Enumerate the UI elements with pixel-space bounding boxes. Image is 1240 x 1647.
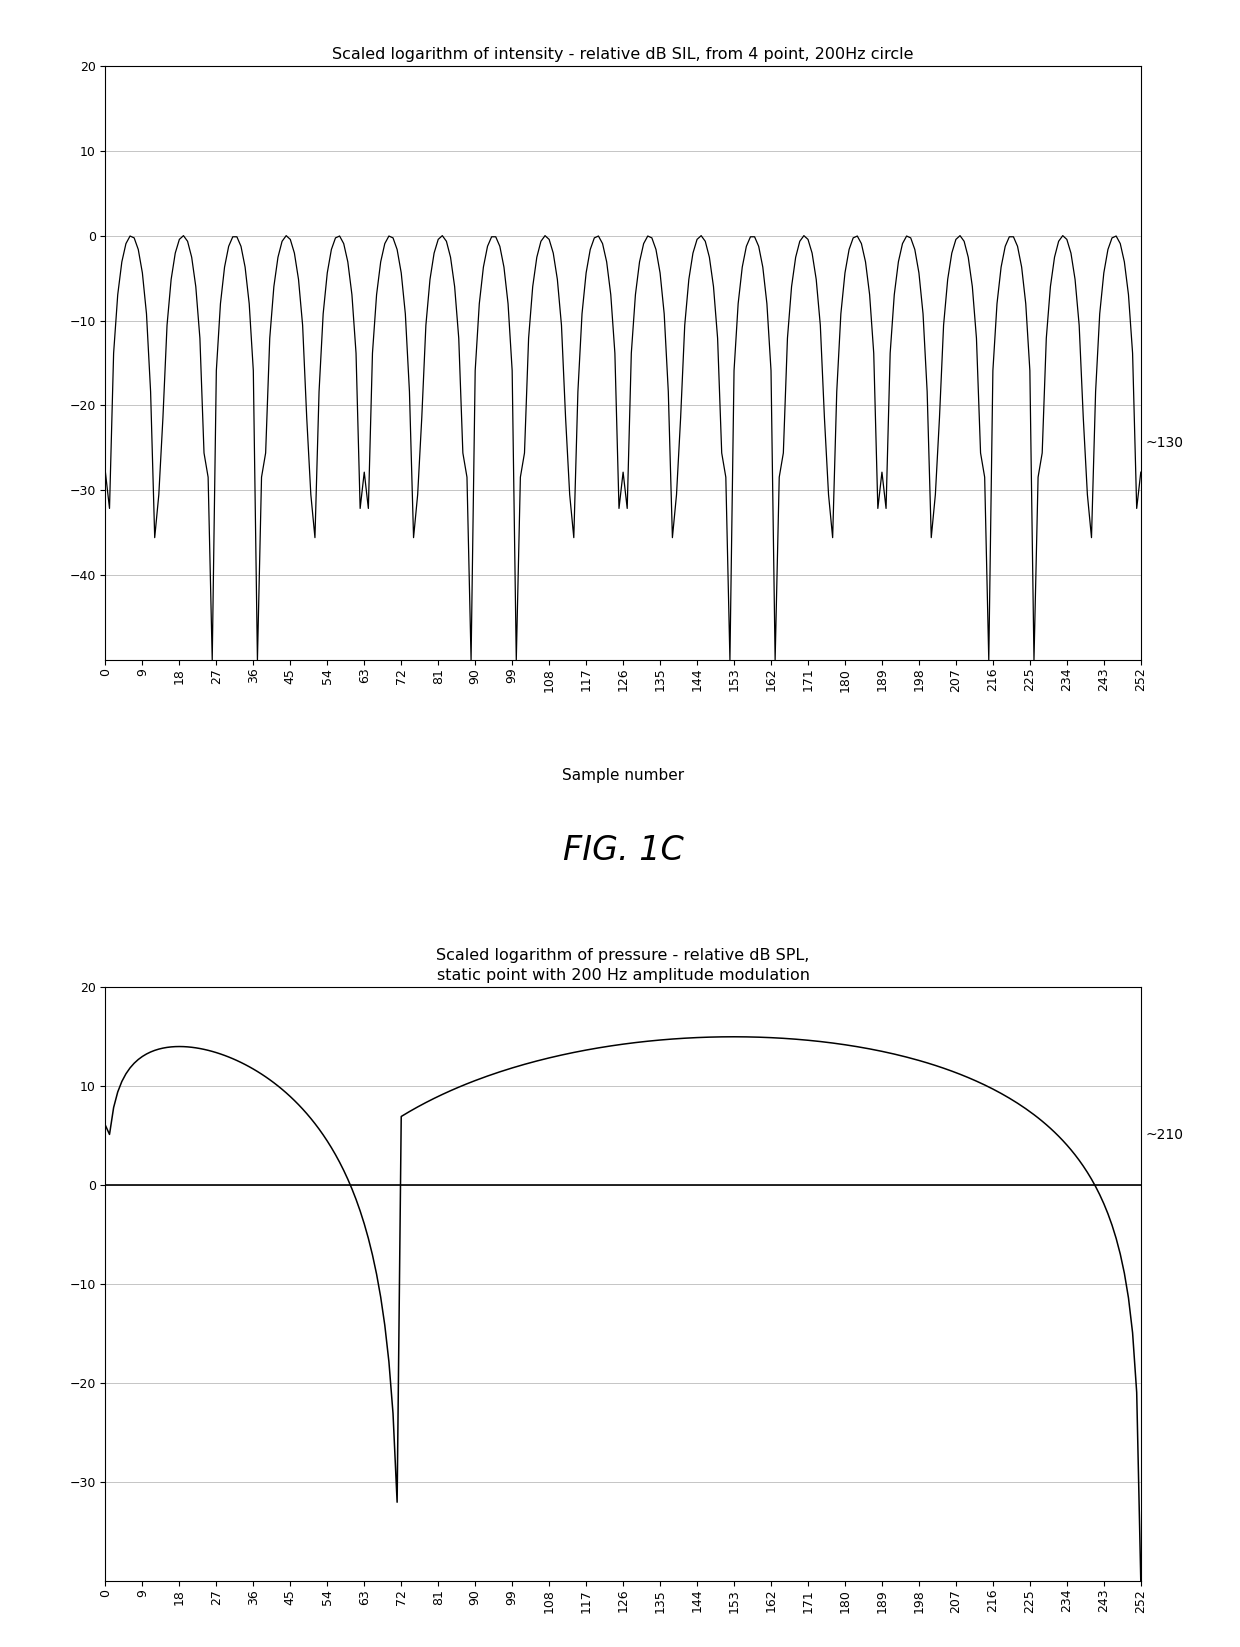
Text: ~130: ~130 — [1146, 436, 1184, 451]
Title: Scaled logarithm of intensity - relative dB SIL, from 4 point, 200Hz circle: Scaled logarithm of intensity - relative… — [332, 46, 914, 63]
Text: ~210: ~210 — [1146, 1128, 1184, 1143]
X-axis label: Sample number: Sample number — [562, 768, 684, 782]
Text: FIG. 1C: FIG. 1C — [563, 833, 683, 866]
Title: Scaled logarithm of pressure - relative dB SPL,
static point with 200 Hz amplitu: Scaled logarithm of pressure - relative … — [436, 949, 810, 983]
